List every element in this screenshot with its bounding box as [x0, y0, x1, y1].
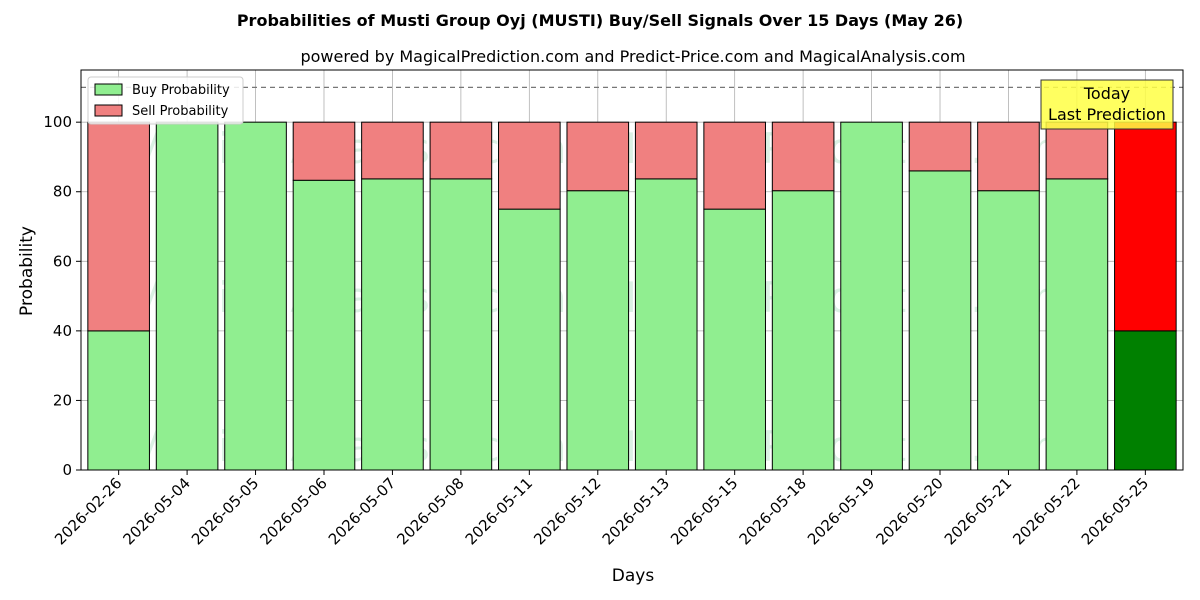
legend-label-sell: Sell Probability: [132, 104, 229, 119]
bar-buy: [566, 190, 630, 471]
x-tick-label: 2026-05-06: [256, 474, 330, 548]
x-tick-label: 2026-05-25: [1078, 474, 1152, 548]
x-tick-label: 2026-05-12: [530, 474, 604, 548]
bar-sell: [1045, 121, 1109, 180]
bar-buy: [634, 178, 698, 471]
bar-sell: [771, 121, 835, 192]
x-tick-label: 2026-05-19: [804, 474, 878, 548]
y-axis-label: Probability: [17, 226, 37, 316]
bar-buy: [1045, 178, 1109, 471]
bar-sell: [1114, 121, 1177, 332]
bar-sell: [566, 121, 630, 192]
y-tick-label: 0: [62, 461, 72, 479]
bar-buy: [361, 178, 424, 471]
bar-sell: [908, 121, 972, 172]
bar-buy: [87, 330, 150, 471]
x-axis-label: Days: [612, 566, 655, 586]
bar-buy: [224, 121, 287, 471]
y-tick-label: 60: [53, 252, 72, 270]
bar-sell: [87, 121, 150, 332]
bar-buy: [703, 208, 766, 471]
bar-buy: [155, 121, 219, 471]
chart-subtitle: powered by MagicalPrediction.com and Pre…: [300, 47, 965, 66]
plot-frame: [80, 69, 1184, 471]
x-tick-label: 2026-05-20: [872, 474, 946, 548]
bar-sell: [703, 121, 766, 210]
bar-buy: [771, 190, 835, 471]
bar-buy: [429, 178, 493, 471]
x-tick-label: 2026-05-18: [736, 474, 810, 548]
legend-swatch-buy: [94, 83, 123, 96]
x-tick-label: 2026-05-08: [393, 474, 467, 548]
x-tick-label: 2026-05-13: [599, 474, 673, 548]
y-tick-label: 80: [53, 183, 72, 201]
bar-buy: [498, 208, 561, 471]
x-tick-label: 2026-05-11: [462, 474, 536, 548]
today-annotation-line-1: Today: [1083, 84, 1130, 103]
x-tick-label: 2026-05-15: [667, 474, 741, 548]
bar-buy: [977, 190, 1040, 471]
x-tick-label: 2026-02-26: [51, 474, 125, 548]
legend-box: [87, 76, 244, 125]
today-annotation: Today Last Prediction: [1040, 79, 1174, 130]
bar-sell: [429, 121, 493, 180]
today-annotation-box: [1040, 79, 1174, 130]
bar-sell: [634, 121, 698, 180]
bar-buy: [908, 170, 972, 471]
bar-sell: [498, 121, 561, 210]
x-tick-label: 2026-05-07: [325, 474, 399, 548]
bar-sell: [292, 121, 356, 181]
x-tick-label: 2026-05-22: [1009, 474, 1083, 548]
x-tick-label: 2026-05-05: [188, 474, 262, 548]
bar-sell: [361, 121, 424, 180]
bar-buy: [840, 121, 903, 471]
y-tick-label: 40: [53, 322, 72, 340]
x-tick-label: 2026-05-04: [120, 474, 194, 548]
today-annotation-line-2: Last Prediction: [1048, 105, 1166, 124]
legend-label-buy: Buy Probability: [132, 83, 230, 98]
y-tick-label: 20: [53, 391, 72, 409]
bar-buy: [292, 179, 356, 471]
bar-buy: [1114, 330, 1177, 471]
y-tick-label: 100: [43, 113, 72, 131]
bar-layer: [81, 86, 1183, 471]
legend: Buy Probability Sell Probability: [87, 76, 244, 125]
bar-sell: [977, 121, 1040, 192]
x-tick-label: 2026-05-21: [941, 474, 1015, 548]
legend-swatch-sell: [94, 104, 123, 117]
chart-title: Probabilities of Musti Group Oyj (MUSTI)…: [237, 11, 963, 30]
